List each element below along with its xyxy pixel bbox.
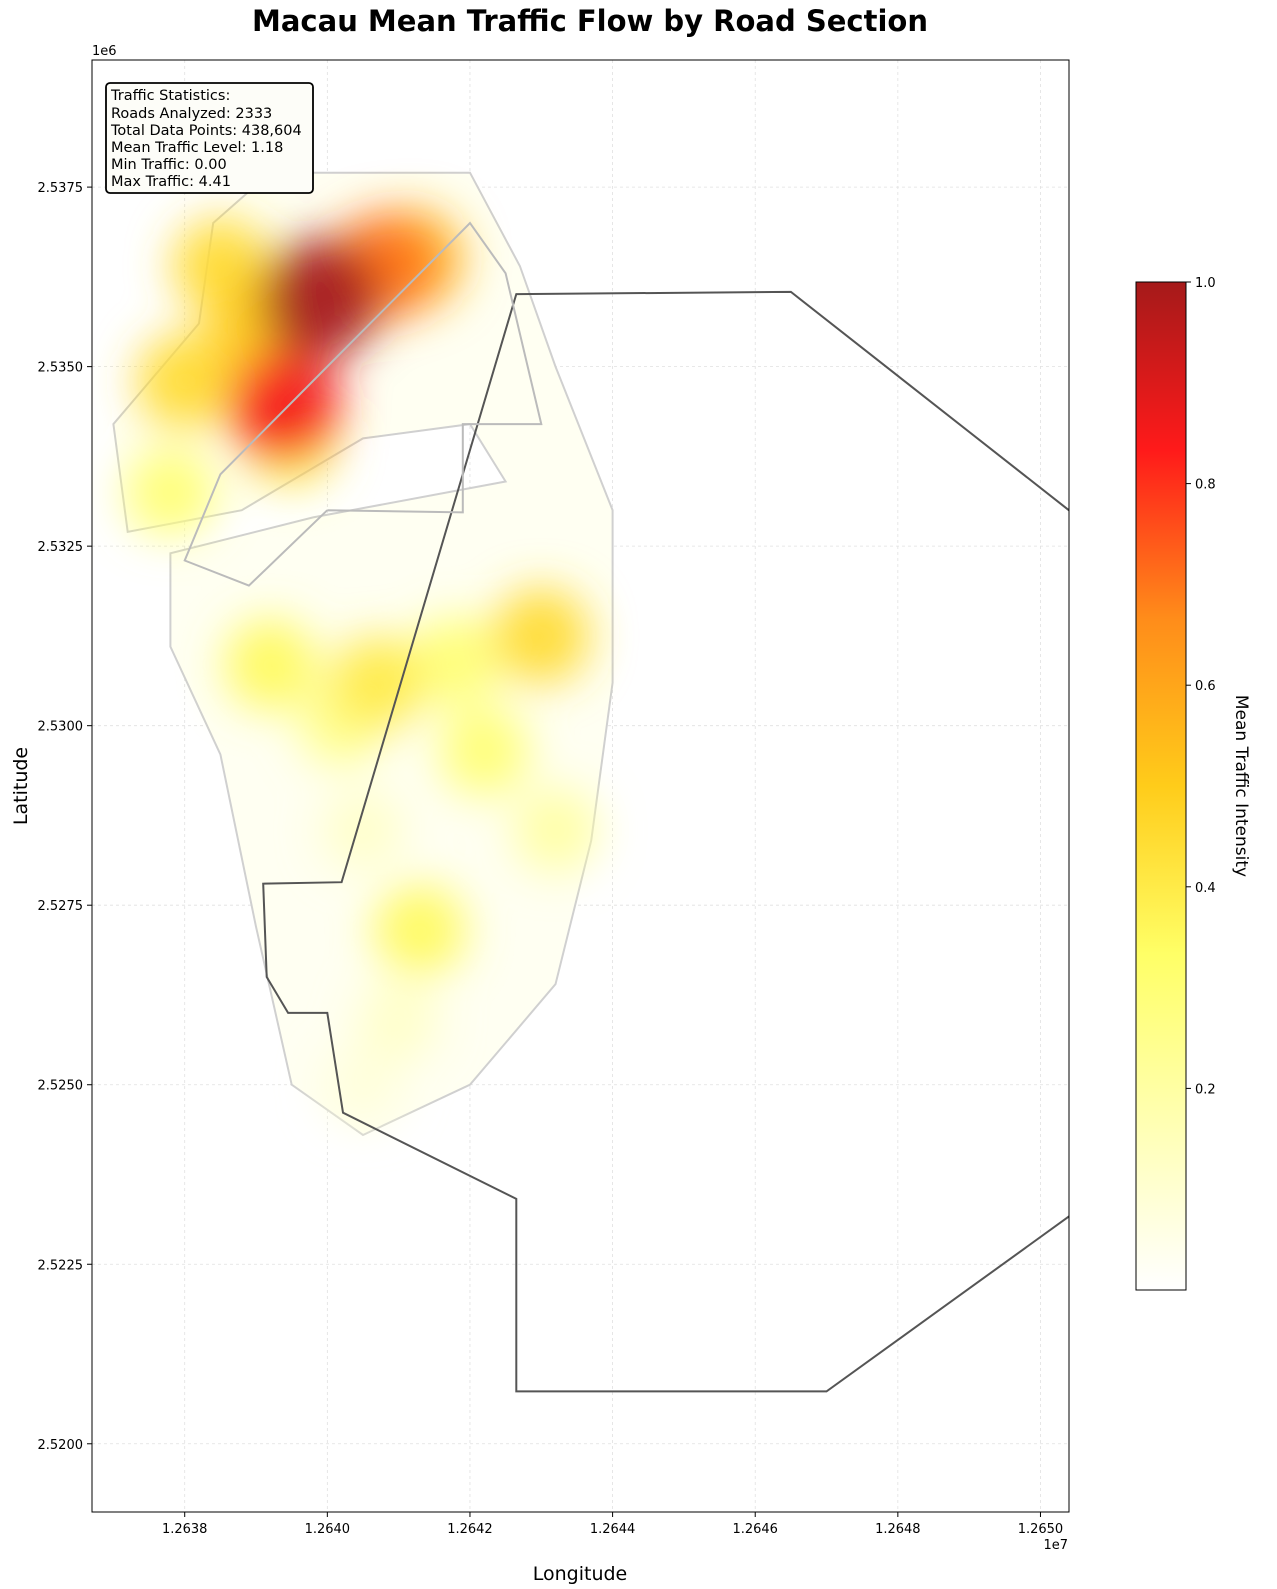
x-axis-ticks: 1.2638 1.2640 1.2642 1.2644 1.2646 1.2648 1.26… <box>162 1512 1063 1537</box>
heat-hotspot <box>260 238 381 359</box>
heat-hotspot <box>125 447 216 537</box>
y-tick-label: 2.5325 <box>38 540 84 555</box>
stats-line: Total Data Points: 438,604 <box>110 123 302 139</box>
colorbar-gradient <box>1135 281 1187 1291</box>
stats-annotation: Traffic Statistics: Roads Analyzed: 2333… <box>105 82 314 194</box>
plot-frame <box>91 59 1070 1513</box>
stats-line: Min Traffic: 0.00 <box>111 157 227 173</box>
stats-line: Mean Traffic Level: 1.18 <box>111 140 283 156</box>
y-tick-label: 2.5350 <box>38 361 84 376</box>
heat-hotspot <box>323 1044 403 1125</box>
boundary-outlines <box>183 221 1069 1393</box>
colorbar-label: Mean Traffic Intensity <box>1231 695 1251 877</box>
y-tick-label: 2.5250 <box>38 1079 84 1094</box>
x-offset-label: 1e7 <box>1043 1538 1068 1553</box>
x-tick-label: 1.2638 <box>162 1522 208 1537</box>
heat-hotspot <box>136 333 233 429</box>
heatmap-layer <box>125 208 598 1125</box>
heat-hotspot <box>411 616 501 706</box>
colorbar-ticks: 0.2 0.4 0.6 0.8 1.0 <box>1186 276 1216 1097</box>
stats-line: Traffic Statistics: <box>110 88 230 104</box>
stats-line: Roads Analyzed: 2333 <box>111 106 272 122</box>
heat-hotspot <box>227 349 342 463</box>
heat-hotspot <box>439 706 529 796</box>
chart-title: Macau Mean Traffic Flow by Road Section <box>252 4 928 38</box>
x-tick-label: 1.2644 <box>590 1522 636 1537</box>
heat-hotspot <box>493 588 590 684</box>
colorbar-tick-label: 0.6 <box>1195 679 1216 694</box>
x-tick-label: 1.2640 <box>305 1522 351 1537</box>
y-offset-label: 1e6 <box>92 44 117 59</box>
heat-hotspot <box>513 787 598 873</box>
y-tick-label: 2.5225 <box>38 1258 84 1273</box>
y-tick-label: 2.5375 <box>38 181 84 196</box>
x-tick-label: 1.2646 <box>732 1522 778 1537</box>
heat-hotspot <box>322 789 404 871</box>
colorbar: 0.2 0.4 0.6 0.8 1.0 Mean Traffic Intensity <box>1135 276 1251 1291</box>
heat-hotspot <box>374 884 466 977</box>
colorbar-tick-label: 0.4 <box>1195 881 1216 896</box>
x-axis-label: Longitude <box>533 1563 628 1585</box>
heat-hotspot <box>224 618 316 711</box>
y-tick-label: 2.5300 <box>38 720 84 735</box>
sea-area-boundary <box>262 290 1069 1393</box>
x-tick-label: 1.2648 <box>875 1522 921 1537</box>
y-axis-label: Latitude <box>10 747 32 825</box>
colorbar-tick-label: 0.8 <box>1195 478 1216 493</box>
heat-hotspot <box>330 635 425 730</box>
land-outline <box>183 221 543 587</box>
stats-line: Max Traffic: 4.41 <box>111 174 231 190</box>
colorbar-tick-label: 0.2 <box>1195 1082 1216 1097</box>
y-tick-label: 2.5200 <box>38 1438 84 1453</box>
y-axis-ticks: 2.5200 2.5225 2.5250 2.5275 2.5300 2.5325 2.53… <box>38 181 92 1453</box>
x-tick-label: 1.2650 <box>1018 1522 1064 1537</box>
y-tick-label: 2.5275 <box>38 899 84 914</box>
x-tick-label: 1.2642 <box>447 1522 493 1537</box>
heat-hotspot <box>358 979 440 1061</box>
colorbar-tick-label: 1.0 <box>1195 276 1216 291</box>
stats-box <box>105 82 314 194</box>
